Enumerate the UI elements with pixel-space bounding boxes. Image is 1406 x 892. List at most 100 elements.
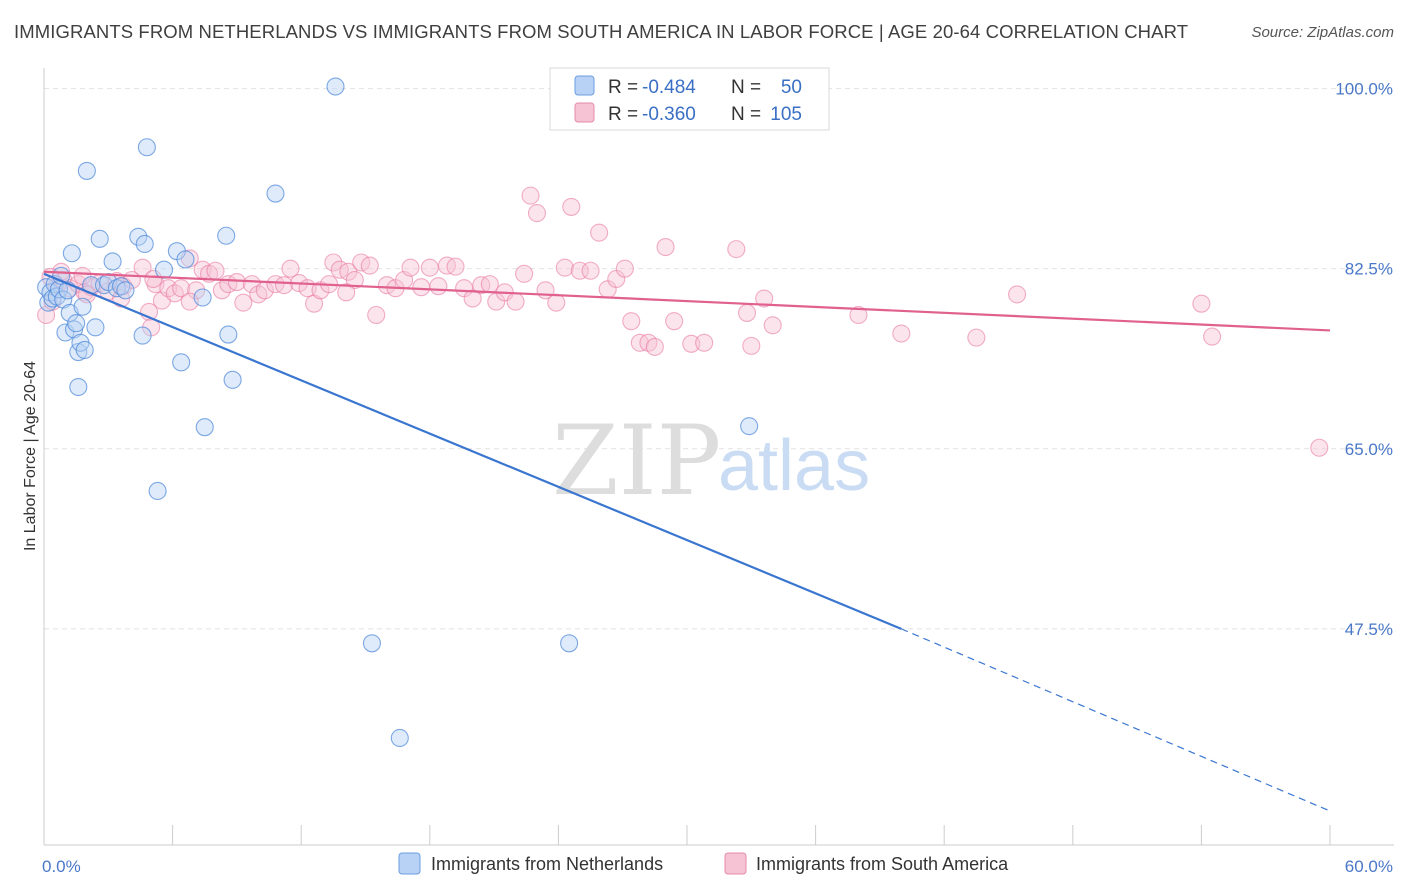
chart-title: IMMIGRANTS FROM NETHERLANDS VS IMMIGRANT… (14, 21, 1189, 42)
data-point-south-america (737, 303, 757, 322)
data-point-south-america (755, 289, 774, 308)
data-point-netherlands (223, 370, 242, 389)
chart-source: Source: ZipAtlas.com (1251, 24, 1394, 41)
data-point-south-america (112, 289, 131, 308)
data-point-netherlands (77, 161, 96, 180)
trendline-south-america (43, 270, 1331, 332)
legend-swatch-pink (574, 102, 595, 123)
data-point-netherlands (90, 229, 109, 248)
data-point-south-america (645, 337, 664, 356)
data-point-south-america (429, 277, 448, 296)
data-point-south-america (206, 261, 225, 280)
data-point-netherlands (73, 297, 92, 316)
data-point-south-america (527, 204, 547, 223)
x-tick-labels: 0.0% 60.0% (42, 857, 1393, 876)
y-tick-label: 100.0% (1335, 80, 1393, 99)
data-point-south-america (172, 279, 191, 298)
data-point-south-america (849, 305, 868, 325)
data-point-south-america (1008, 285, 1027, 304)
bottom-legend: Immigrants from Netherlands Immigrants f… (398, 852, 1009, 875)
data-point-netherlands (172, 353, 191, 372)
data-point-south-america (555, 258, 574, 277)
data-point-south-america (521, 186, 540, 205)
x-tick-label: 0.0% (42, 857, 81, 876)
data-point-south-america (615, 259, 634, 278)
data-point-south-america (742, 336, 761, 355)
watermark: ZIP atlas (552, 405, 870, 517)
bottom-legend-swatch-blue (398, 852, 421, 875)
data-point-netherlands (362, 634, 381, 653)
trendline-netherlands (43, 272, 902, 630)
y-tick-label: 47.5% (1345, 620, 1393, 639)
legend-r-value-2: -0.360 (642, 104, 696, 125)
bottom-legend-label-south-america: Immigrants from South America (756, 854, 1009, 874)
data-point-netherlands (135, 234, 154, 254)
data-point-south-america (967, 328, 986, 347)
data-point-netherlands (560, 634, 579, 653)
legend-r-label-2: R = (608, 104, 638, 125)
legend-n-value-2: 105 (770, 104, 802, 125)
series-netherlands-points (37, 77, 759, 748)
data-point-netherlands (219, 325, 238, 344)
data-point-south-america (590, 223, 609, 242)
data-point-south-america (187, 281, 206, 300)
data-point-netherlands (75, 340, 94, 360)
watermark-atlas: atlas (718, 426, 870, 506)
data-point-south-america (324, 253, 343, 272)
stats-legend: R = -0.484 N = 50 R = -0.360 N = 105 (549, 67, 830, 131)
legend-n-value-1: 50 (781, 77, 802, 98)
data-point-netherlands (148, 481, 167, 501)
legend-r-value-1: -0.484 (642, 77, 696, 98)
data-point-netherlands (176, 250, 195, 269)
x-tick-label: 60.0% (1345, 857, 1393, 876)
data-point-south-america (1310, 438, 1329, 457)
data-point-south-america (420, 258, 439, 277)
data-point-netherlands (390, 728, 409, 748)
data-point-south-america (446, 257, 465, 276)
data-point-south-america (227, 273, 246, 292)
data-point-netherlands (67, 314, 86, 333)
data-point-south-america (656, 238, 675, 257)
legend-r-label-1: R = (608, 77, 638, 98)
data-point-netherlands (62, 244, 81, 263)
stats-legend-box (549, 67, 830, 131)
data-point-netherlands (154, 260, 174, 279)
data-point-south-america (547, 293, 566, 312)
y-tick-label: 65.0% (1345, 440, 1393, 459)
data-point-south-america (562, 197, 581, 216)
y-tick-label: 82.5% (1345, 260, 1393, 279)
data-point-netherlands (326, 77, 345, 96)
data-point-netherlands (195, 418, 214, 437)
data-point-south-america (622, 312, 641, 331)
trendline-netherlands-extension (901, 628, 1331, 812)
data-point-south-america (727, 240, 746, 259)
data-point-south-america (1203, 327, 1222, 346)
data-point-south-america (275, 276, 294, 295)
data-point-netherlands (133, 326, 152, 345)
data-point-netherlands (193, 288, 212, 307)
legend-swatch-blue (574, 75, 595, 96)
bottom-legend-label-netherlands: Immigrants from Netherlands (431, 854, 663, 874)
data-point-south-america (337, 283, 356, 302)
data-point-south-america (367, 305, 386, 325)
x-minor-ticks (172, 825, 1331, 845)
data-point-netherlands (740, 417, 759, 436)
data-point-netherlands (69, 377, 88, 397)
bottom-legend-swatch-pink (724, 852, 747, 875)
data-point-south-america (345, 270, 364, 290)
data-point-netherlands (266, 184, 285, 203)
data-point-south-america (515, 264, 534, 283)
data-point-netherlands (103, 252, 122, 271)
data-point-netherlands (129, 227, 148, 246)
y-axis-title: In Labor Force | Age 20-64 (22, 361, 39, 551)
data-point-south-america (463, 289, 482, 308)
data-point-netherlands (86, 318, 105, 337)
legend-n-label-1: N = (731, 77, 761, 98)
data-point-south-america (412, 278, 431, 297)
data-point-south-america (682, 334, 701, 353)
data-point-south-america (360, 256, 379, 275)
data-point-south-america (401, 258, 420, 277)
data-point-netherlands (137, 138, 156, 157)
data-point-netherlands (217, 226, 236, 245)
